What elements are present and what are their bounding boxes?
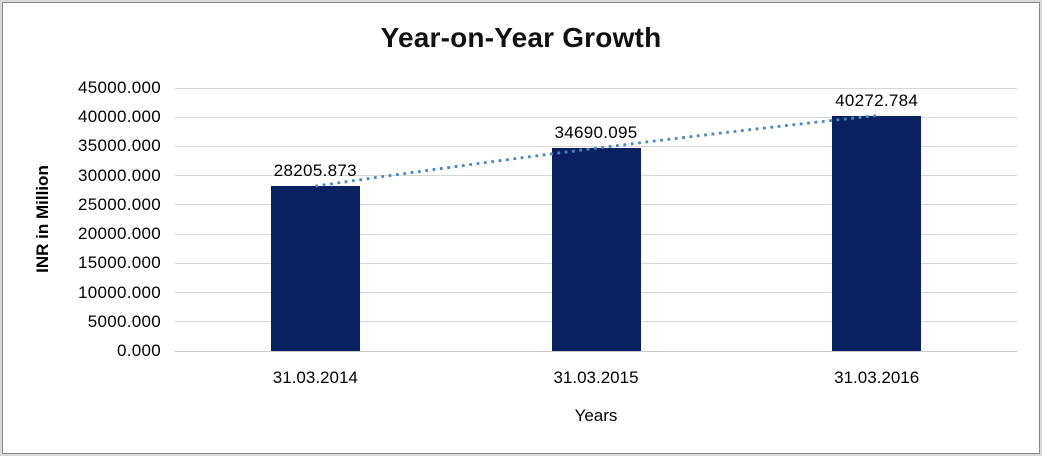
gridline (175, 87, 1017, 89)
y-tick-label: 0.000 (116, 341, 161, 360)
y-tick-label: 15000.000 (77, 253, 161, 273)
x-tick-label: 31.03.2015 (553, 368, 639, 387)
x-axis-title: Years (574, 406, 618, 425)
data-label: 40272.784 (835, 90, 919, 110)
y-tick-label: 40000.000 (77, 107, 161, 127)
bar (832, 115, 922, 351)
y-tick-label: 20000.000 (77, 224, 161, 244)
y-tick-label: 5000.000 (87, 311, 161, 331)
data-label: 28205.873 (273, 161, 357, 181)
y-tick-label: 25000.000 (77, 194, 161, 214)
gridline (175, 145, 1017, 147)
y-tick-label: 45000.000 (77, 78, 161, 97)
data-label: 34690.095 (554, 123, 638, 143)
y-axis-tick-labels: 45000.000 40000.000 35000.000 30000.000 2500… (2, 2, 161, 454)
trendline (315, 114, 877, 188)
plot-area: 28205.873 34690.095 40272.784 (175, 87, 1017, 352)
y-tick-label: 35000.000 (77, 136, 161, 156)
gridline (175, 116, 1017, 118)
bar (270, 186, 360, 351)
y-tick-label: 10000.000 (77, 282, 161, 302)
bar (551, 148, 641, 351)
x-tick-label: 31.03.2014 (272, 368, 358, 387)
y-tick-label: 30000.000 (77, 165, 161, 185)
x-axis-line (175, 350, 1017, 352)
x-tick-label: 31.03.2016 (834, 368, 920, 387)
chart-title: Year-on-Year Growth (380, 22, 662, 53)
